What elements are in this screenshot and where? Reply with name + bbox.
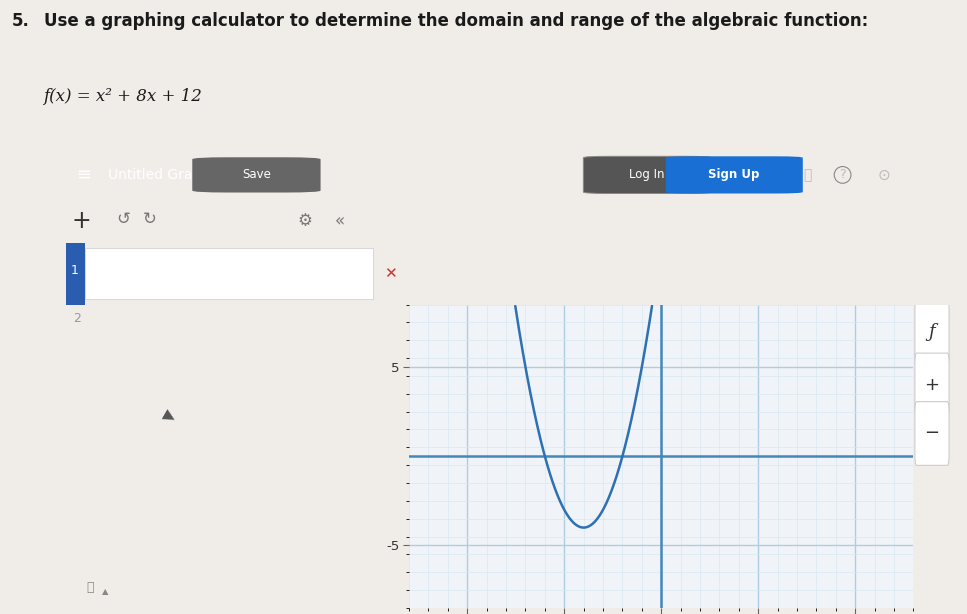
Text: f(x) = x² + 8x + 12: f(x) = x² + 8x + 12 — [44, 88, 202, 106]
Text: +: + — [72, 209, 92, 233]
FancyBboxPatch shape — [915, 353, 949, 417]
FancyBboxPatch shape — [665, 157, 803, 193]
Bar — [66, 243, 85, 305]
Text: 2: 2 — [73, 312, 81, 325]
Text: Untitled Graph: Untitled Graph — [108, 168, 211, 182]
FancyBboxPatch shape — [915, 402, 949, 465]
Text: Save: Save — [243, 168, 272, 181]
Text: ▲: ▲ — [102, 587, 108, 596]
FancyBboxPatch shape — [85, 249, 373, 299]
Text: +: + — [924, 376, 940, 394]
Text: ✕: ✕ — [384, 266, 396, 281]
Text: ⬛: ⬛ — [86, 581, 94, 594]
FancyBboxPatch shape — [915, 298, 949, 365]
Text: Log In: Log In — [630, 168, 665, 181]
Text: ▶: ▶ — [160, 407, 178, 426]
FancyBboxPatch shape — [192, 157, 321, 193]
Text: 5.: 5. — [12, 12, 29, 30]
Text: ⚙: ⚙ — [297, 212, 312, 230]
Text: 1: 1 — [72, 264, 79, 277]
Text: Sign Up: Sign Up — [708, 168, 759, 181]
Text: ↻: ↻ — [143, 210, 157, 228]
Text: 🗗: 🗗 — [803, 168, 811, 182]
Text: Use a graphing calculator to determine the domain and range of the algebraic fun: Use a graphing calculator to determine t… — [44, 12, 867, 30]
FancyBboxPatch shape — [583, 157, 712, 193]
Text: ↺: ↺ — [116, 210, 131, 228]
Text: «: « — [335, 212, 345, 230]
Text: ƒ: ƒ — [928, 323, 935, 341]
Text: ≡: ≡ — [76, 166, 92, 184]
Text: −: − — [924, 424, 940, 443]
Text: ?: ? — [839, 168, 846, 181]
Text: ⊙: ⊙ — [878, 168, 891, 182]
